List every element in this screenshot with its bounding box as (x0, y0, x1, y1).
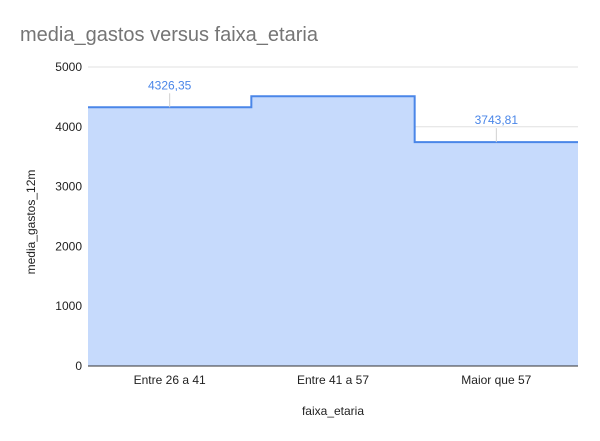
area-fill (88, 96, 578, 366)
series-line (88, 95, 578, 144)
y-axis-label: media_gastos_12m (24, 170, 38, 275)
x-tick-label: Maior que 57 (461, 373, 531, 387)
x-tick-label: Entre 41 a 57 (297, 373, 369, 387)
x-tick-label: Entre 26 a 41 (134, 373, 206, 387)
plot-area (88, 95, 578, 367)
y-tick-label: 4000 (55, 120, 82, 134)
y-tick-label: 1000 (55, 299, 82, 313)
chart-title: media_gastos versus faixa_etaria (20, 24, 319, 46)
data-label: 3743,81 (475, 113, 519, 127)
y-tick-label: 0 (75, 359, 82, 373)
x-axis-ticks: Entre 26 a 41 Entre 41 a 57 Maior que 57 (134, 373, 532, 387)
y-tick-label: 2000 (55, 239, 82, 253)
y-tick-label: 3000 (55, 180, 82, 194)
y-axis-ticks: 0 1000 2000 3000 4000 5000 (55, 60, 82, 373)
x-axis-label: faixa_etaria (302, 404, 364, 418)
data-labels: 4326,35 3743,81 (148, 78, 519, 143)
y-tick-label: 5000 (55, 60, 82, 74)
data-label: 4326,35 (148, 78, 192, 92)
